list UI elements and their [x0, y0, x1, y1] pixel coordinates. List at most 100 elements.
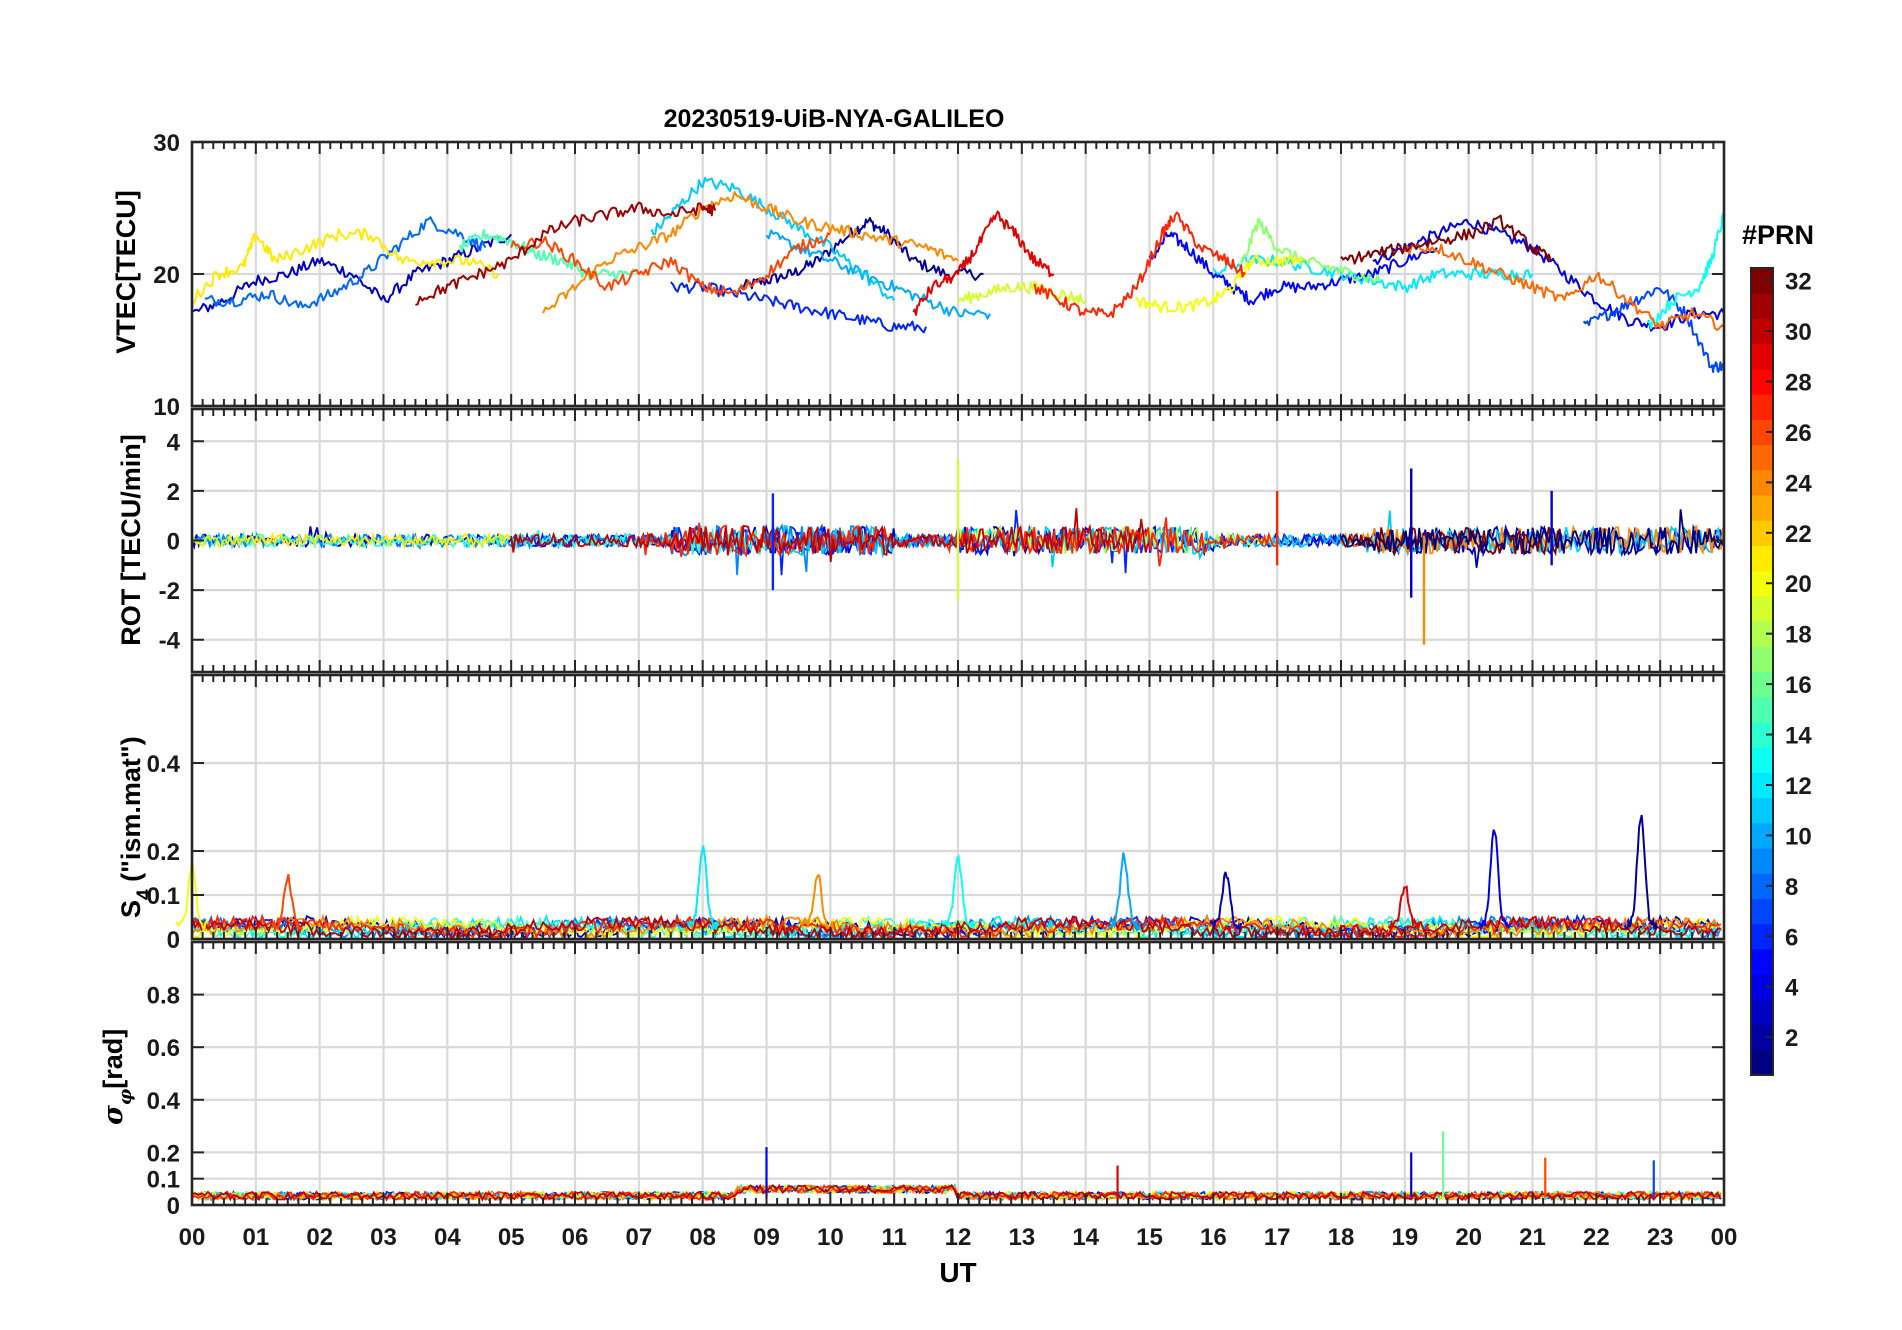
s4-panel: 0 0.1 0.2 0.4 — [147, 673, 1726, 954]
x-tick-label: 04 — [434, 1224, 461, 1251]
colorbar-tick-label: 14 — [1785, 723, 1812, 750]
colorbar-segment — [1751, 696, 1773, 723]
colorbar-segment — [1751, 848, 1773, 874]
s4-axes-frame — [190, 673, 1726, 941]
s4-y-tick-label: 0.2 — [147, 839, 180, 866]
colorbar-segment — [1751, 469, 1773, 496]
vtec-series-prn-19 — [957, 280, 1087, 305]
x-tick-label: 07 — [625, 1224, 652, 1251]
colorbar-segment — [1751, 343, 1773, 370]
x-tick-label: 02 — [306, 1224, 333, 1251]
rot-traces — [191, 458, 1724, 645]
s4-peak-prn-2 — [1624, 814, 1658, 931]
s4-peak-prn-12 — [686, 845, 720, 930]
s4-y-tick-label: 0 — [167, 927, 180, 954]
colorbar-title: #PRN — [1742, 220, 1814, 250]
colorbar-tick-label: 26 — [1785, 420, 1812, 447]
vtec-series-prn-26 — [510, 232, 831, 296]
colorbar-segment — [1751, 898, 1773, 925]
rot-y-axis-label: ROT [TECU/min] — [116, 434, 146, 645]
colorbar-segment — [1751, 621, 1773, 647]
rot-series-prn-30 — [510, 508, 1149, 563]
colorbar-segment — [1751, 318, 1773, 345]
colorbar-tick-label: 22 — [1785, 521, 1812, 548]
x-tick-label: 05 — [498, 1224, 525, 1251]
colorbar-segment — [1751, 520, 1773, 547]
rot-series-prn-21 — [191, 531, 511, 550]
x-tick-label: 19 — [1391, 1224, 1418, 1251]
s4-peak-prn-13 — [941, 854, 975, 929]
rot-series-prn-11 — [765, 510, 1724, 568]
rot-series-prn-18 — [957, 524, 1276, 556]
chart-title: 20230519-UiB-NYA-GALILEO — [664, 105, 1005, 133]
rot-y-tick-label: -2 — [159, 578, 180, 605]
sigma-phi-panel: 00.10.2 0.4 0.6 0.8 00 01 02 03 04 05 06 07 08 09 10 11… — [147, 940, 1738, 1251]
x-tick-label: 00 — [179, 1224, 206, 1251]
x-tick-label: 01 — [242, 1224, 269, 1251]
x-axis-label: UT — [939, 1257, 976, 1288]
colorbar-frame — [1750, 267, 1774, 1076]
colorbar-tick-label: 16 — [1785, 672, 1812, 699]
s4-peak-prn-29 — [1388, 885, 1422, 933]
colorbar-tick-label: 12 — [1785, 773, 1812, 800]
x-tick-label: 13 — [1008, 1224, 1035, 1251]
colorbar-segment — [1751, 293, 1773, 320]
vtec-series-prn-8 — [204, 216, 487, 309]
x-tick-label: 08 — [689, 1224, 716, 1251]
sigma-phi-y-tick-label: 0.6 — [147, 1035, 180, 1062]
colorbar-segment — [1751, 646, 1773, 673]
colorbar-segment — [1751, 545, 1773, 572]
sigma-phi-axes-frame — [190, 940, 1726, 1207]
x-tick-label: 20 — [1455, 1224, 1482, 1251]
sigma-phi-y-tick-label: 0.2 — [147, 1140, 180, 1167]
x-tick-label: 15 — [1136, 1224, 1163, 1251]
vtec-series-prn-29 — [912, 210, 1055, 316]
colorbar-tick-label: 32 — [1785, 269, 1812, 296]
x-tick-label: 03 — [370, 1224, 397, 1251]
colorbar-tick-label: 30 — [1785, 319, 1812, 346]
s4-peak-prn-24 — [800, 873, 835, 930]
vtec-series-prn-21 — [191, 227, 500, 305]
vtec-series-prn-15 — [459, 229, 640, 281]
colorbar-segment — [1751, 721, 1773, 748]
vtec-y-tick-label: 10 — [153, 394, 180, 421]
vtec-series-prn-5 — [1148, 231, 1438, 306]
colorbar-segment — [1751, 595, 1773, 622]
rot-y-tick-label: 4 — [167, 429, 181, 456]
colorbar-tick-label: 24 — [1785, 470, 1812, 497]
s4-peak-prn-10 — [1107, 852, 1141, 932]
vtec-series-prn-25 — [1403, 243, 1725, 331]
vtec-series-prn-13 — [1647, 212, 1725, 330]
x-tick-label: 21 — [1519, 1224, 1546, 1251]
colorbar-tick-label: 6 — [1785, 924, 1798, 951]
vtec-y-axis-label: VTEC[TECU] — [111, 190, 141, 354]
s4-peak-prn-26 — [270, 873, 304, 933]
vtec-series-prn-11 — [650, 176, 896, 301]
rot-y-tick-label: 2 — [167, 479, 180, 506]
vtec-y-tick-label: 30 — [153, 130, 180, 157]
rot-y-tick-label: 0 — [167, 529, 180, 556]
colorbar-segment — [1751, 747, 1773, 773]
colorbar-tick-label: 2 — [1785, 1025, 1798, 1052]
colorbar-segment — [1751, 394, 1773, 420]
vtec-y-tick-label: 20 — [153, 262, 180, 289]
vtec-series-prn-7 — [1582, 287, 1725, 373]
colorbar-segment — [1751, 999, 1773, 1026]
vtec-series-prn-31 — [415, 201, 717, 306]
sigma-phi-y-tick-label: 0.4 — [147, 1088, 181, 1115]
vtec-traces — [191, 176, 1725, 373]
colorbar-segment — [1751, 948, 1773, 975]
colorbar-segment — [1751, 797, 1773, 824]
rot-series-prn-1 — [1340, 509, 1724, 557]
x-tick-label: 17 — [1264, 1224, 1291, 1251]
colorbar-segment — [1751, 419, 1773, 446]
sigma-phi-y-axis-label: σφ[rad] — [98, 1029, 136, 1125]
x-tick-label: 00 — [1711, 1224, 1738, 1251]
colorbar-segment — [1751, 1024, 1773, 1051]
colorbar-tick-label: 4 — [1785, 975, 1799, 1002]
colorbar-segment — [1751, 772, 1773, 799]
colorbar-tick-label: 20 — [1785, 571, 1812, 598]
s4-y-tick-label: 0.4 — [147, 751, 181, 778]
x-tick-label: 16 — [1200, 1224, 1227, 1251]
